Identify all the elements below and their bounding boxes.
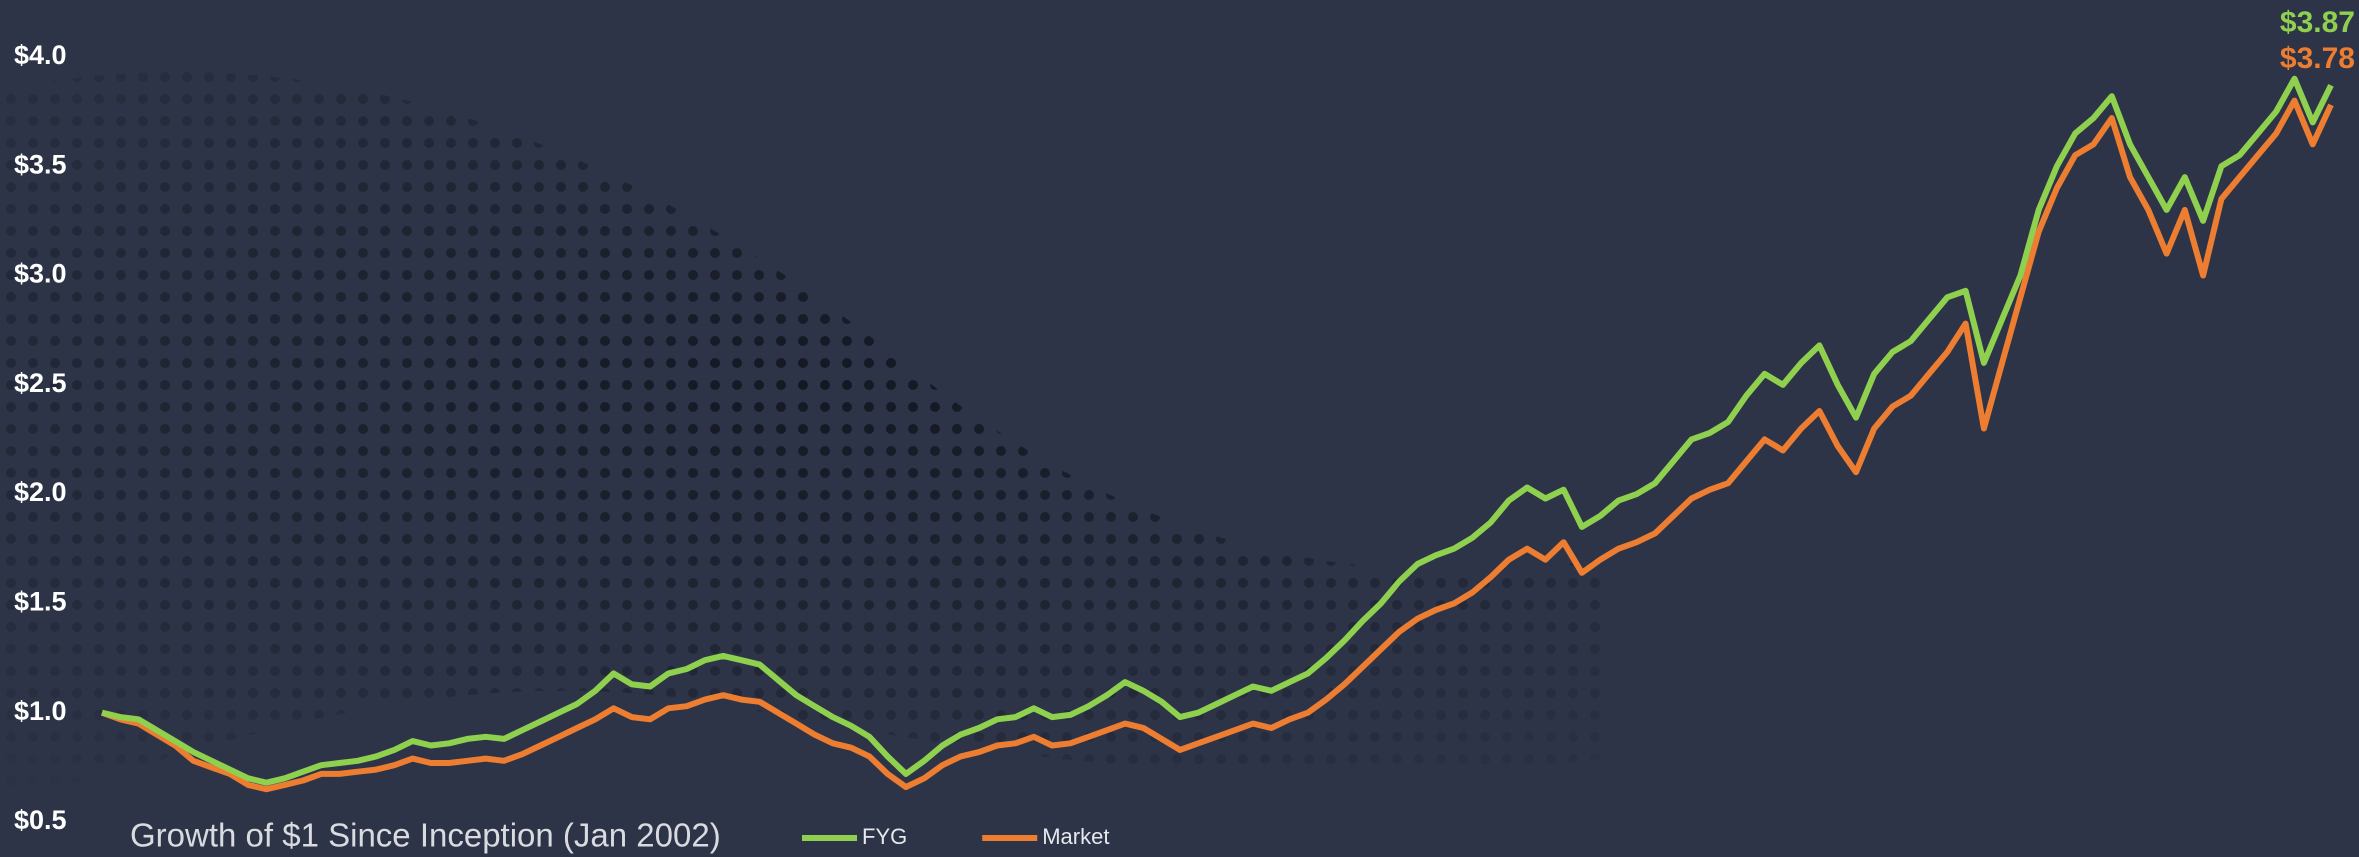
y-tick-label: $3.5 [14, 149, 67, 179]
y-tick-label: $4.0 [14, 40, 67, 70]
legend-label: Market [1042, 824, 1109, 849]
y-tick-label: $2.5 [14, 368, 67, 398]
y-tick-label: $2.0 [14, 477, 67, 507]
y-tick-label: $1.5 [14, 587, 67, 617]
decor-dots [0, 72, 1600, 800]
end-value-label: $3.78 [2280, 42, 2355, 75]
y-tick-label: $0.5 [14, 805, 67, 835]
y-tick-label: $3.0 [14, 259, 67, 289]
legend-label: FYG [862, 824, 907, 849]
y-tick-label: $1.0 [14, 696, 67, 726]
series-line [101, 75, 2334, 786]
chart-title: Growth of $1 Since Inception (Jan 2002) [130, 817, 721, 854]
series-line [100, 97, 2334, 793]
end-value-label: $3.87 [2280, 6, 2355, 39]
